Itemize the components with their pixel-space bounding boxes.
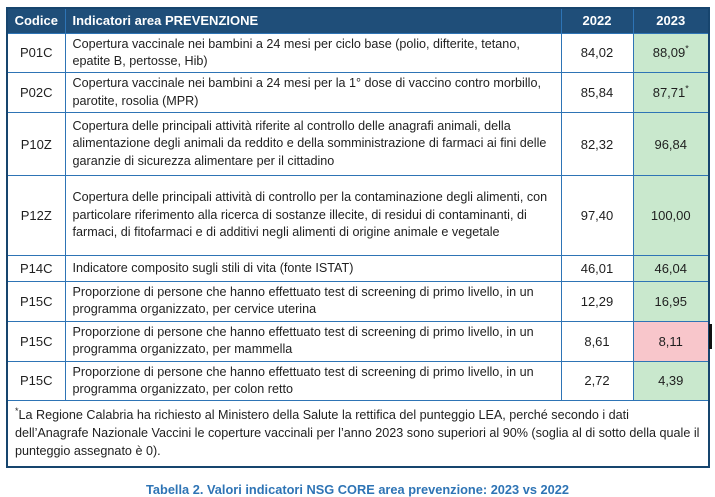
footnote-text: La Regione Calabria ha richiesto al Mini… bbox=[15, 408, 700, 458]
value-2023: 87,71* bbox=[632, 72, 710, 113]
value-2023: 46,04 bbox=[632, 255, 710, 282]
document-page: Codice Indicatori area PREVENZIONE 2022 … bbox=[0, 7, 715, 497]
table-row: P15C Proporzione di persone che hanno eff… bbox=[6, 281, 710, 322]
value-2022: 97,40 bbox=[560, 175, 634, 256]
col-header-indicator: Indicatori area PREVENZIONE bbox=[64, 7, 562, 34]
indicator-code: P01C bbox=[6, 32, 66, 74]
indicator-description: Proporzione di persone che hanno effettu… bbox=[64, 320, 562, 362]
value-2022: 8,61 bbox=[560, 320, 634, 362]
indicator-description: Indicatore composito sugli stili di vita… bbox=[64, 255, 562, 282]
table-row: P10Z Copertura delle principali attività … bbox=[6, 112, 710, 176]
value-2022: 46,01 bbox=[560, 255, 634, 282]
indicator-code: P14C bbox=[6, 255, 66, 282]
indicator-description: Copertura delle principali attività rife… bbox=[64, 112, 562, 176]
value-2022: 82,32 bbox=[560, 112, 634, 176]
col-header-2023: 2023 bbox=[632, 7, 710, 34]
col-header-2022: 2022 bbox=[560, 7, 634, 34]
table-row: P02C Copertura vaccinale nei bambini a 24… bbox=[6, 72, 710, 113]
table-row: P01C Copertura vaccinale nei bambini a 24… bbox=[6, 32, 710, 74]
footnote: *La Regione Calabria ha richiesto al Min… bbox=[6, 400, 710, 468]
revision-bar-artifact bbox=[709, 324, 712, 349]
value-2023: 8,11 bbox=[632, 320, 710, 362]
value-2022: 85,84 bbox=[560, 72, 634, 113]
header-row: Codice Indicatori area PREVENZIONE 2022 … bbox=[6, 7, 710, 34]
value-2022: 84,02 bbox=[560, 32, 634, 74]
indicator-code: P15C bbox=[6, 281, 66, 322]
value-2023: 96,84 bbox=[632, 112, 710, 176]
value-2023: 4,39 bbox=[632, 360, 710, 402]
indicator-code: P15C bbox=[6, 320, 66, 362]
value-2023: 100,00 bbox=[632, 175, 710, 256]
table-row: P14C Indicatore composito sugli stili di … bbox=[6, 255, 710, 282]
indicator-description: Copertura delle principali attività di c… bbox=[64, 175, 562, 256]
note-asterisk: * bbox=[685, 44, 689, 55]
note-asterisk: * bbox=[685, 83, 689, 94]
indicator-code: P02C bbox=[6, 72, 66, 113]
indicator-description: Proporzione di persone che hanno effettu… bbox=[64, 360, 562, 402]
indicator-description: Proporzione di persone che hanno effettu… bbox=[64, 281, 562, 322]
indicator-code: P10Z bbox=[6, 112, 66, 176]
table-caption: Tabella 2. Valori indicatori NSG CORE ar… bbox=[146, 482, 569, 497]
col-header-codice: Codice bbox=[6, 7, 66, 34]
indicators-table: Codice Indicatori area PREVENZIONE 2022 … bbox=[6, 7, 710, 469]
table-row: P15C Proporzione di persone che hanno eff… bbox=[6, 320, 710, 362]
footnote-row: *La Regione Calabria ha richiesto al Min… bbox=[6, 400, 710, 468]
indicator-description: Copertura vaccinale nei bambini a 24 mes… bbox=[64, 32, 562, 74]
value-2022: 2,72 bbox=[560, 360, 634, 402]
table-row: P15C Proporzione di persone che hanno eff… bbox=[6, 360, 710, 402]
value-2022: 12,29 bbox=[560, 281, 634, 322]
table-row: P12Z Copertura delle principali attività … bbox=[6, 175, 710, 256]
indicator-code: P12Z bbox=[6, 175, 66, 256]
value-2023: 88,09* bbox=[632, 32, 710, 74]
value-2023: 16,95 bbox=[632, 281, 710, 322]
footnote-asterisk: * bbox=[15, 406, 19, 417]
indicator-code: P15C bbox=[6, 360, 66, 402]
indicator-description: Copertura vaccinale nei bambini a 24 mes… bbox=[64, 72, 562, 113]
